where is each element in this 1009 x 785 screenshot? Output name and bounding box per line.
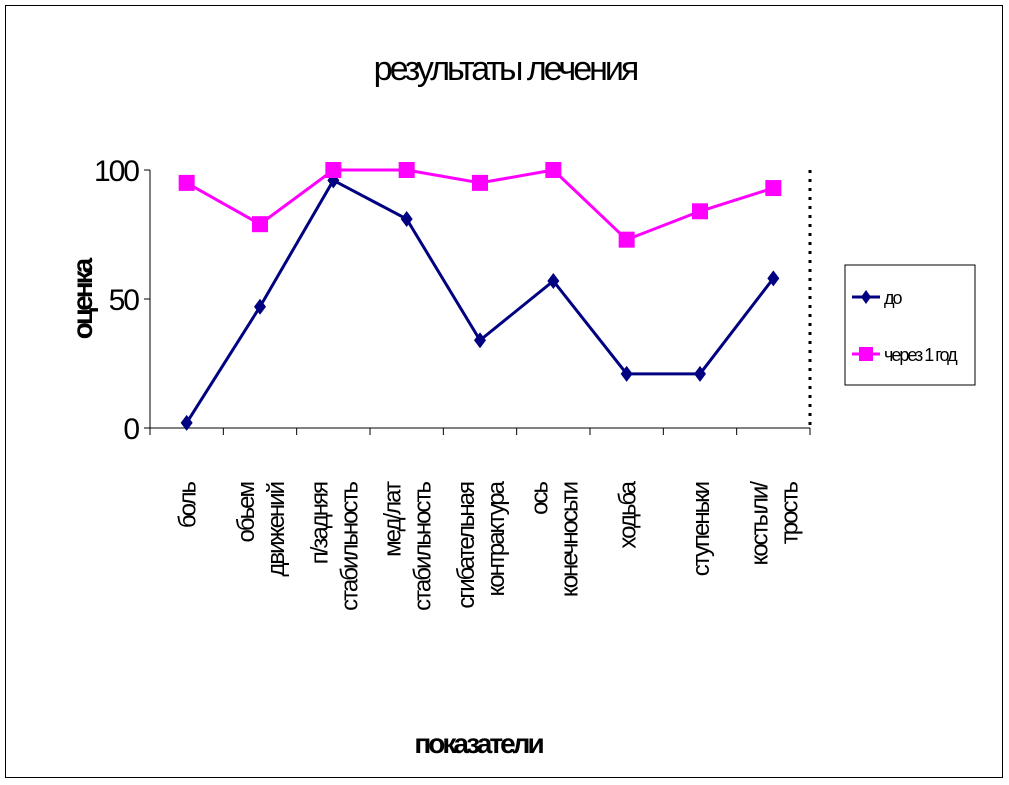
x-tick-label: п/задняя (306, 482, 333, 564)
x-tick-label: стабильность (336, 482, 363, 611)
data-point (547, 272, 560, 289)
data-point (620, 365, 633, 382)
x-tick-label: обьем (233, 483, 260, 543)
series-1 (180, 172, 780, 431)
y-axis-label: оценка (67, 257, 98, 339)
legend-marker (859, 347, 873, 361)
data-point (252, 216, 268, 233)
data-point (180, 414, 193, 431)
y-tick-label: 50 (109, 284, 140, 317)
data-point (474, 332, 486, 349)
data-point (400, 211, 413, 228)
data-point (618, 231, 635, 248)
data-point (398, 162, 415, 178)
x-tick-label: ступеньки (688, 482, 715, 576)
legend: до через 1 год (844, 264, 976, 386)
legend-label: через 1 год (884, 345, 958, 365)
data-point (694, 365, 706, 382)
data-point (765, 180, 782, 197)
x-tick-label: движений (263, 482, 290, 576)
legend-label: до (884, 288, 903, 308)
data-point (692, 203, 708, 220)
x-axis-label: показатели (414, 728, 543, 759)
data-point (325, 162, 342, 178)
x-tick-label: контрактура (483, 480, 510, 596)
legend-box (844, 264, 976, 386)
data-point (178, 174, 195, 191)
series-layer (178, 162, 782, 431)
data-point (767, 270, 780, 287)
chart-title: результаты лечения (374, 50, 638, 88)
legend-marker (861, 290, 871, 304)
x-tick-label: стабильность (410, 482, 437, 611)
x-tick-label: мед/лат (380, 481, 407, 557)
x-tick-label: трость (776, 482, 803, 545)
y-tick-label: 100 (94, 155, 139, 188)
data-point (472, 174, 488, 191)
x-tick-label: ходьба (615, 480, 642, 548)
data-point (545, 162, 562, 178)
x-tick-label: ось (526, 482, 553, 515)
x-tick-label: костыли/ (746, 481, 773, 566)
y-tick-label: 0 (123, 413, 139, 446)
series-2 (178, 162, 782, 248)
chart-frame (5, 5, 1003, 778)
x-tick-label: конечносьти (556, 482, 583, 597)
x-tick-label: сгибательная (453, 482, 480, 609)
data-point (254, 298, 266, 315)
x-tick-label: боль (175, 482, 202, 529)
